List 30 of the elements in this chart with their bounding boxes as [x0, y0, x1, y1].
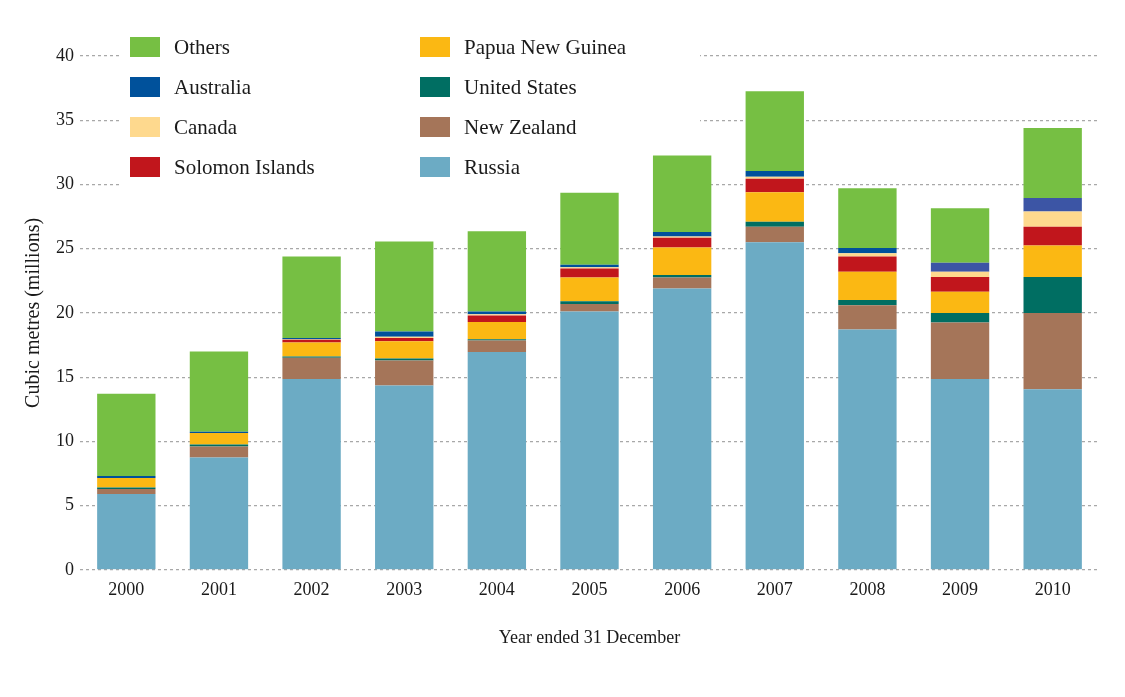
y-tick-label: 5 [65, 494, 74, 515]
x-tick-label: 2001 [200, 579, 237, 600]
y-axis-title: Cubic metres (millions) [21, 217, 45, 408]
legend-label: Solomon Islands [174, 154, 315, 179]
legend-label: Others [174, 34, 230, 59]
y-tick-label: 30 [56, 173, 74, 194]
x-tick-label: 2007 [756, 579, 793, 600]
y-tick-label: 25 [56, 237, 74, 258]
x-tick-label: 2003 [386, 579, 423, 600]
x-tick-label: 2009 [942, 579, 979, 600]
x-tick-label: 2004 [478, 579, 515, 600]
legend-label: New Zealand [464, 114, 578, 139]
x-tick-label: 2008 [849, 579, 886, 600]
legend-label: United States [464, 74, 577, 99]
legend-label: Australia [174, 74, 252, 99]
y-tick-label: 10 [56, 430, 74, 451]
y-tick-label: 20 [56, 301, 74, 322]
x-tick-label: 2006 [664, 579, 701, 600]
y-tick-label: 15 [56, 365, 74, 386]
x-tick-label: 2005 [571, 579, 608, 600]
legend-label: Papua New Guinea [464, 34, 627, 59]
y-tick-label: 0 [65, 558, 74, 579]
legend-label: Canada [174, 114, 238, 139]
x-tick-label: 2010 [1034, 579, 1071, 600]
legend-label: Russia [464, 154, 521, 179]
y-tick-label: 35 [56, 108, 74, 129]
x-axis-title: Year ended 31 December [498, 626, 681, 647]
x-tick-label: 2000 [108, 579, 145, 600]
y-tick-label: 40 [56, 44, 74, 65]
x-tick-label: 2002 [293, 579, 330, 600]
